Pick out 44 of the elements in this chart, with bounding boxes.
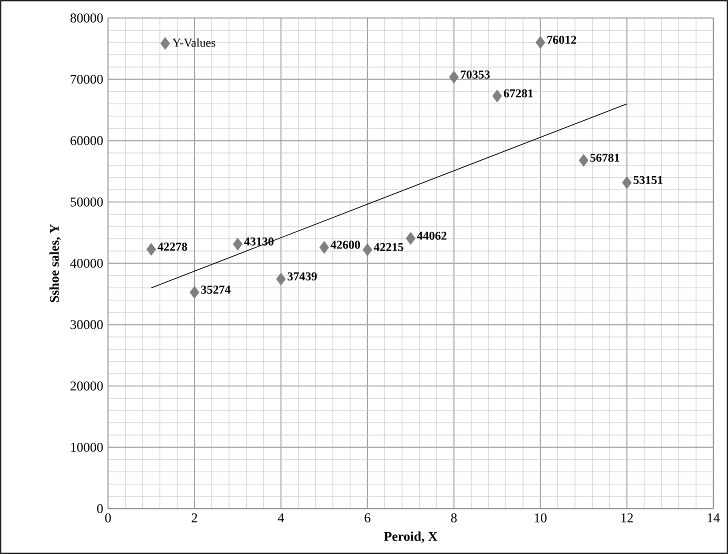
y-tick-label: 50000 bbox=[70, 198, 103, 206]
data-label: 35274 bbox=[201, 286, 231, 294]
legend-label: Y-Values bbox=[172, 38, 216, 47]
point bbox=[362, 243, 372, 256]
y-tick-label: 80000 bbox=[70, 14, 103, 22]
point bbox=[232, 238, 242, 250]
x-tick-label: 2 bbox=[192, 513, 198, 522]
x-tick-label: 8 bbox=[451, 513, 457, 522]
point bbox=[319, 241, 329, 254]
point bbox=[578, 154, 588, 167]
x-tick-label: 14 bbox=[708, 513, 720, 522]
y-tick-label: 30000 bbox=[70, 320, 103, 330]
data-label: 56781 bbox=[590, 154, 620, 162]
data-label: 37439 bbox=[288, 272, 317, 280]
y-axis-title: Sshoe sales, Y bbox=[49, 224, 61, 302]
y-tick-label: 70000 bbox=[70, 74, 103, 84]
y-tick-label: 10000 bbox=[71, 442, 103, 452]
data-label: 43130 bbox=[244, 237, 274, 246]
y-tick-label: 0 bbox=[97, 504, 103, 514]
x-tick-label: 12 bbox=[621, 513, 633, 522]
x-tick-label: 0 bbox=[105, 513, 111, 522]
data-label: 53151 bbox=[634, 176, 662, 184]
x-axis-title: Peroid, X bbox=[384, 532, 438, 543]
x-tick-label: 10 bbox=[534, 513, 547, 522]
data-label: 70353 bbox=[460, 70, 490, 79]
point bbox=[536, 36, 546, 49]
point bbox=[146, 243, 156, 256]
point bbox=[492, 90, 502, 102]
x-tick-label: 4 bbox=[278, 513, 284, 522]
data-label: 44062 bbox=[417, 232, 446, 240]
point bbox=[190, 286, 200, 299]
x-tick-label: 6 bbox=[364, 513, 370, 522]
y-tick-label: 60000 bbox=[70, 136, 103, 146]
data-label: 42278 bbox=[158, 242, 188, 251]
data-label: 42600 bbox=[330, 240, 360, 249]
point bbox=[449, 70, 459, 84]
point bbox=[622, 176, 632, 189]
data-label: 42215 bbox=[374, 243, 404, 252]
y-tick-label: 40000 bbox=[70, 258, 103, 268]
point bbox=[406, 232, 416, 245]
data-label: 76012 bbox=[547, 36, 576, 44]
y-tick-label: 20000 bbox=[70, 382, 103, 390]
point bbox=[276, 272, 286, 286]
data-label: 67281 bbox=[504, 89, 533, 98]
